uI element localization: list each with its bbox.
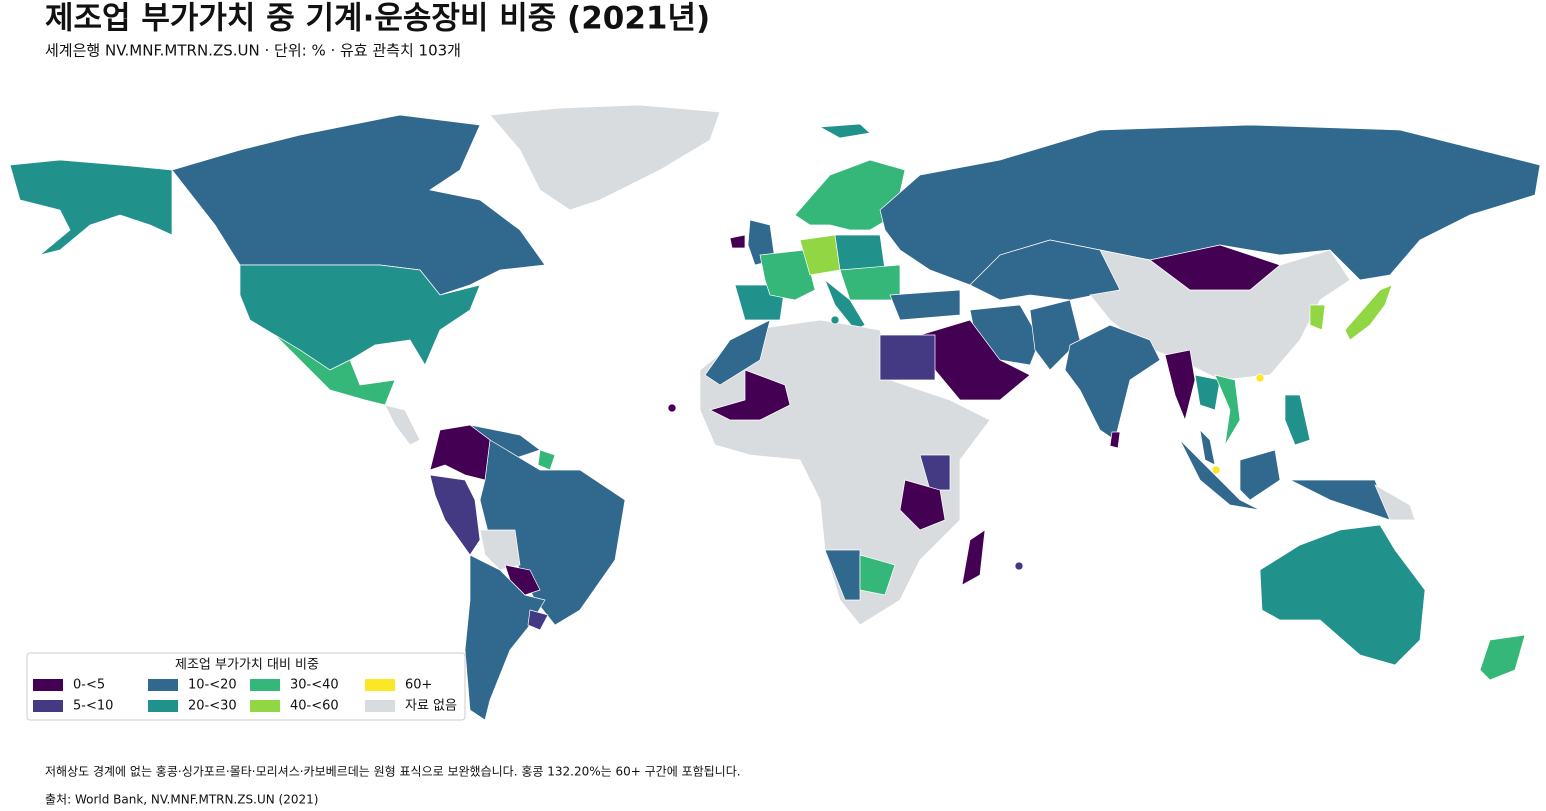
- legend-label: 5-<10: [73, 699, 113, 714]
- country: [527, 609, 549, 631]
- point-marker: [830, 315, 840, 325]
- point-marker: [1255, 373, 1265, 383]
- country-layer: [9, 104, 1541, 721]
- country: [919, 454, 951, 491]
- country: [919, 319, 1031, 401]
- legend-box: [26, 652, 466, 721]
- country: [429, 424, 491, 481]
- country: [729, 234, 746, 249]
- legend-label: 자료 없음: [405, 699, 457, 714]
- country: [489, 104, 721, 211]
- legend-label: 40-<60: [290, 699, 339, 714]
- country: [1479, 634, 1526, 681]
- country: [1284, 394, 1311, 446]
- country: [899, 479, 946, 531]
- legend-label: 20-<30: [188, 699, 237, 714]
- country: [1194, 374, 1221, 411]
- legend-label: 30-<40: [290, 678, 339, 693]
- country: [824, 549, 861, 601]
- title: 제조업 부가가치 중 기계·운송장비 비중 (2021년): [45, 1, 710, 37]
- country: [879, 334, 936, 381]
- legend-swatch: [250, 679, 280, 691]
- legend-swatch: [148, 679, 178, 691]
- country: [1064, 324, 1161, 441]
- legend-title: 제조업 부가가치 대비 비중: [175, 658, 319, 673]
- subtitle: 세계은행 NV.MNF.MTRN.ZS.UN · 단위: % · 유효 관측치 …: [45, 42, 461, 60]
- country: [704, 319, 771, 386]
- legend-swatch: [148, 700, 178, 712]
- country: [429, 474, 481, 556]
- legend-label: 0-<5: [73, 678, 105, 693]
- country: [384, 404, 421, 446]
- country: [1344, 284, 1393, 341]
- point-marker: [1014, 561, 1024, 571]
- country: [859, 554, 896, 596]
- legend: 제조업 부가가치 대비 비중 0-<5 5-<10 10-<20 20-<30 30-<…: [26, 652, 466, 721]
- country: [274, 334, 396, 406]
- country: [1029, 299, 1081, 371]
- source: 출처: World Bank, NV.MNF.MTRN.ZS.UN (2021): [45, 793, 318, 807]
- country: [1289, 479, 1391, 521]
- country: [834, 234, 886, 271]
- footnote: 저해상도 경계에 없는 홍콩·싱가포르·몰타·모리셔스·카보베르데는 원형 표식…: [45, 765, 741, 779]
- country: [709, 369, 791, 421]
- legend-swatch: [250, 700, 280, 712]
- legend-swatch: [33, 679, 63, 691]
- country: [1149, 244, 1281, 291]
- point-marker: [667, 403, 677, 413]
- country: [1164, 349, 1196, 422]
- country: [1374, 484, 1416, 521]
- legend-label: 60+: [405, 678, 432, 693]
- country: [1239, 449, 1281, 501]
- legend-swatch: [365, 679, 395, 691]
- legend-label: 10-<20: [188, 678, 237, 693]
- country: [504, 564, 541, 596]
- country: [1179, 439, 1261, 511]
- country: [1199, 428, 1216, 466]
- country: [818, 123, 871, 139]
- country: [239, 264, 481, 371]
- country: [794, 159, 906, 231]
- country: [879, 124, 1541, 286]
- point-marker: [1211, 465, 1221, 475]
- legend-swatch: [365, 700, 395, 712]
- country: [1309, 304, 1326, 331]
- country: [1214, 374, 1241, 446]
- country: [479, 439, 626, 626]
- country: [961, 529, 986, 586]
- country: [1259, 524, 1426, 666]
- country: [537, 449, 556, 471]
- country: [889, 289, 961, 321]
- country: [9, 159, 173, 256]
- legend-swatch: [33, 700, 63, 712]
- country: [1109, 431, 1121, 449]
